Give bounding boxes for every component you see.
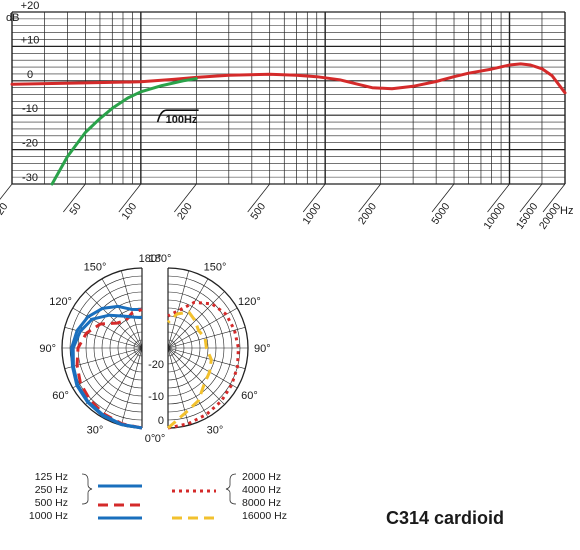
x-tick-stroke: [431, 183, 455, 213]
x-tick-stroke: [0, 183, 13, 200]
x-tick-label: 20: [0, 201, 11, 218]
x-tick-stroke: [302, 183, 326, 213]
x-tick-stroke: [247, 183, 271, 213]
series-line-0: [10, 62, 567, 95]
x-tick-label: 200: [175, 201, 195, 222]
x-tick-stroke: [174, 183, 197, 213]
polar-radial-label: 0: [158, 415, 164, 427]
polar-spoke: [101, 347, 143, 418]
annotation-label: 100Hz: [166, 114, 198, 126]
legend-right-label: 2000 Hz: [242, 471, 281, 483]
polar-left-series-1: [75, 308, 143, 430]
polar-spoke: [167, 347, 238, 389]
polar-spoke: [85, 347, 143, 405]
legend-left-brace: [81, 473, 93, 505]
polar-spoke: [167, 347, 209, 418]
polar-angle-label: 120°: [238, 296, 261, 308]
polar-spoke: [101, 278, 143, 349]
polar-angle-label: 90°: [39, 343, 56, 355]
x-tick-label: 1000: [300, 201, 323, 227]
low-cut-icon: [156, 109, 199, 123]
polar-angle-label: 180°: [149, 253, 172, 265]
polar-spoke: [167, 270, 189, 349]
y-tick-label: +20: [21, 0, 40, 12]
polar-spoke: [121, 347, 143, 426]
legend-left-label: 250 Hz: [35, 484, 68, 496]
legend-left-label: 500 Hz: [35, 497, 68, 509]
x-tick-stroke: [519, 183, 543, 213]
polar-pattern-chart: 180° 150° 120° 90° 60° 30° 0° 180° 150° 120° 90° 60…: [29, 253, 287, 522]
polar-spoke: [167, 291, 225, 349]
legend-right-label: 4000 Hz: [242, 484, 281, 496]
legend-right-label: 16000 Hz: [242, 510, 287, 522]
legend-left-label: 125 Hz: [35, 471, 68, 483]
polar-angle-label: 0°: [145, 433, 156, 445]
polar-radial-label: -10: [148, 391, 164, 403]
legend-right-brace: [225, 473, 237, 505]
polar-angle-label: 30°: [87, 424, 104, 436]
polar-angle-label: 120°: [49, 296, 72, 308]
polar-angle-label: 0°: [155, 433, 166, 445]
polar-spoke: [72, 307, 143, 349]
series-line-1: [50, 77, 198, 186]
polar-right-series-0: [167, 300, 240, 430]
polar-angle-label: 60°: [52, 390, 69, 402]
x-tick-stroke: [542, 183, 566, 213]
polar-angle-label: 150°: [84, 262, 107, 274]
polar-angle-label: 90°: [254, 343, 271, 355]
x-axis-label: Hz: [560, 205, 573, 217]
x-tick-label: 100: [119, 201, 139, 222]
y-axis-label: dB: [6, 12, 19, 24]
x-tick-stroke: [63, 183, 86, 213]
x-tick-label: 10000: [481, 201, 508, 230]
x-tick-label: 5000: [429, 201, 452, 227]
x-tick-stroke: [358, 183, 381, 213]
x-tick-stroke: [487, 183, 510, 213]
y-tick-label: -10: [22, 103, 38, 115]
polar-spoke: [72, 347, 143, 389]
polar-spoke: [167, 347, 225, 405]
polar-spoke: [167, 327, 246, 349]
polar-left-series-2: [71, 313, 143, 430]
polar-spoke: [167, 347, 246, 369]
legend-right-label: 8000 Hz: [242, 497, 281, 509]
x-tick-label: 2000: [356, 201, 379, 227]
legend-left-label: 1000 Hz: [29, 510, 68, 522]
polar-spoke: [85, 291, 143, 349]
y-tick-label: -20: [22, 138, 38, 150]
y-tick-label: +10: [21, 34, 40, 46]
x-tick-stroke: [118, 183, 142, 213]
polar-angle-label: 60°: [241, 390, 258, 402]
polar-right-series-1: [166, 310, 213, 430]
polar-angle-label: 180°: [139, 253, 162, 265]
x-tick-label: 500: [248, 201, 268, 222]
y-tick-label: 0: [27, 69, 33, 81]
polar-radial-label: -20: [148, 359, 164, 371]
polar-angle-label: 150°: [204, 262, 227, 274]
y-tick-label: -30: [22, 172, 38, 184]
model-title: C314 cardioid: [386, 508, 505, 528]
polar-angle-label: 30°: [207, 424, 224, 436]
